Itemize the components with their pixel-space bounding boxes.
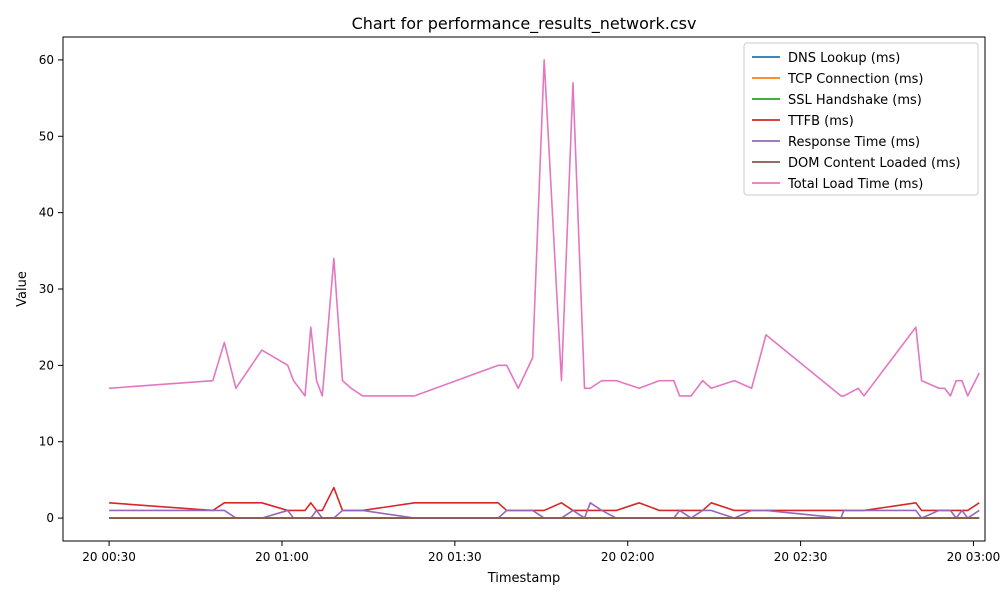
legend-label-dns-lookup: DNS Lookup (ms)	[788, 51, 900, 66]
series-line-total-load-time	[109, 59, 980, 397]
x-tick-label: 20 02:30	[774, 550, 828, 564]
legend-label-ttfb: TTFB (ms)	[787, 114, 854, 129]
legend-label-dom-content-loaded: DOM Content Loaded (ms)	[788, 156, 961, 171]
x-axis-label: Timestamp	[487, 571, 561, 586]
x-tick-label: 20 01:30	[428, 550, 482, 564]
series-line-response-time	[109, 502, 980, 519]
legend-box	[743, 42, 979, 196]
y-tick-label: 60	[39, 53, 54, 67]
legend-label-tcp-connection: TCP Connection (ms)	[787, 72, 924, 87]
x-tick-label: 20 00:30	[82, 550, 136, 564]
legend-label-total-load-time: Total Load Time (ms)	[787, 177, 923, 192]
x-tick-label: 20 01:00	[255, 550, 309, 564]
x-tick-label: 20 02:00	[601, 550, 655, 564]
legend-label-ssl-handshake: SSL Handshake (ms)	[788, 93, 922, 108]
series-line-ttfb	[109, 486, 980, 512]
y-tick-label: 30	[39, 282, 54, 296]
legend-items: DNS Lookup (ms) TCP Connection (ms) SSL Ha…	[752, 51, 961, 192]
plot-area: 20 00:30 20 01:00 20 01:30 20 02:00 20 02:30…	[39, 36, 1000, 564]
chart-title: Chart for performance_results_network.cs…	[352, 14, 697, 34]
y-tick-label: 0	[46, 511, 54, 525]
x-tick-label: 20 03:00	[947, 550, 1000, 564]
series-lines	[109, 59, 980, 519]
legend-label-response-time: Response Time (ms)	[788, 135, 920, 150]
x-axis: 20 00:30 20 01:00 20 01:30 20 02:00 20 02:30…	[82, 541, 1000, 564]
y-axis-label: Value	[15, 271, 30, 307]
y-axis: 0 10 20 30 40 50 60	[39, 53, 63, 525]
y-tick-label: 40	[39, 206, 54, 220]
y-tick-label: 50	[39, 129, 54, 143]
y-tick-label: 20	[39, 358, 54, 372]
y-tick-label: 10	[39, 435, 54, 449]
legend: DNS Lookup (ms) TCP Connection (ms) SSL Ha…	[743, 42, 979, 196]
